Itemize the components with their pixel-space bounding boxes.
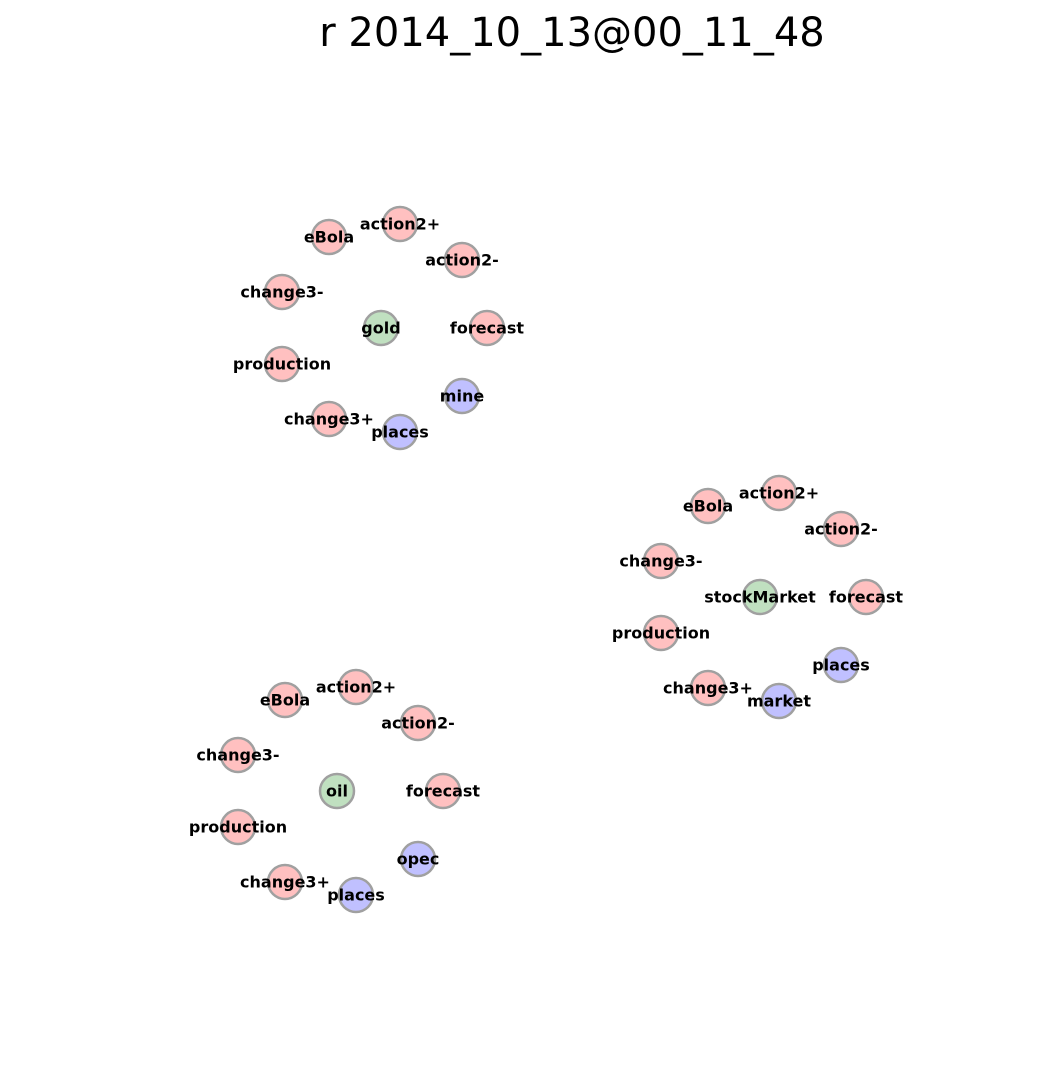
node-stockmarket-label: stockMarket <box>704 588 816 607</box>
node-production-label: production <box>189 818 287 837</box>
node-change3plus-circle <box>310 400 348 438</box>
chart-title: r 2014_10_13@00_11_48 <box>319 10 825 56</box>
node-forecast-label: forecast <box>450 319 525 338</box>
node-forecast-circle <box>424 772 462 810</box>
node-gold-circle <box>362 309 400 347</box>
node-change3minus-label: change3- <box>196 746 279 765</box>
node-change3minus-label: change3- <box>240 283 323 302</box>
node-action2plus-label: action2+ <box>316 678 396 697</box>
node-ebola-circle <box>266 681 304 719</box>
node-market-circle <box>760 682 798 720</box>
node-ebola-circle <box>689 487 727 525</box>
node-places-label: places <box>327 886 385 905</box>
node-production-circle <box>263 345 301 383</box>
node-change3plus-label: change3+ <box>240 873 330 892</box>
node-change3plus-label: change3+ <box>663 679 753 698</box>
node-market-label: market <box>747 692 811 711</box>
cluster-gold: eBola action2+ action2- change3- gold forecas… <box>233 205 525 451</box>
node-action2plus-label: action2+ <box>360 215 440 234</box>
node-action2minus-circle <box>399 704 437 742</box>
node-action2plus-circle <box>760 474 798 512</box>
node-production-circle <box>219 808 257 846</box>
node-change3plus-label: change3+ <box>284 410 374 429</box>
node-action2plus-circle <box>381 205 419 243</box>
node-forecast-circle <box>468 309 506 347</box>
node-gold-label: gold <box>361 319 400 338</box>
node-change3minus-label: change3- <box>619 552 702 571</box>
node-action2plus-label: action2+ <box>739 484 819 503</box>
node-forecast-label: forecast <box>406 782 481 801</box>
node-oil-circle <box>318 772 356 810</box>
node-action2minus-label: action2- <box>381 714 455 733</box>
node-action2plus-circle <box>337 668 375 706</box>
node-forecast-circle <box>847 578 885 616</box>
node-change3plus-circle <box>689 669 727 707</box>
node-places-circle <box>381 413 419 451</box>
node-action2minus-circle <box>443 241 481 279</box>
node-action2minus-circle <box>822 510 860 548</box>
node-oil-label: oil <box>326 782 348 801</box>
node-change3minus-circle <box>642 542 680 580</box>
node-production-circle <box>642 614 680 652</box>
node-action2minus-label: action2- <box>804 520 878 539</box>
node-places-label: places <box>812 656 870 675</box>
cluster-stockmarket: eBola action2+ action2- change3-stockMarket… <box>612 474 904 720</box>
node-ebola-label: eBola <box>304 228 354 247</box>
node-mine-label: mine <box>440 387 485 406</box>
node-change3minus-circle <box>263 273 301 311</box>
node-ebola-label: eBola <box>683 497 733 516</box>
node-opec-label: opec <box>397 850 440 869</box>
node-change3plus-circle <box>266 863 304 901</box>
node-production-label: production <box>233 355 331 374</box>
node-change3minus-circle <box>219 736 257 774</box>
node-places-circle <box>337 876 375 914</box>
node-mine-circle <box>443 377 481 415</box>
node-ebola-circle <box>310 218 348 256</box>
node-forecast-label: forecast <box>829 588 904 607</box>
node-action2minus-label: action2- <box>425 251 499 270</box>
node-stockmarket-circle <box>741 578 779 616</box>
node-opec-circle <box>399 840 437 878</box>
node-places-circle <box>822 646 860 684</box>
node-production-label: production <box>612 624 710 643</box>
cluster-oil: eBola action2+ action2- change3- oil forecast… <box>189 668 481 914</box>
node-places-label: places <box>371 423 429 442</box>
node-ebola-label: eBola <box>260 691 310 710</box>
